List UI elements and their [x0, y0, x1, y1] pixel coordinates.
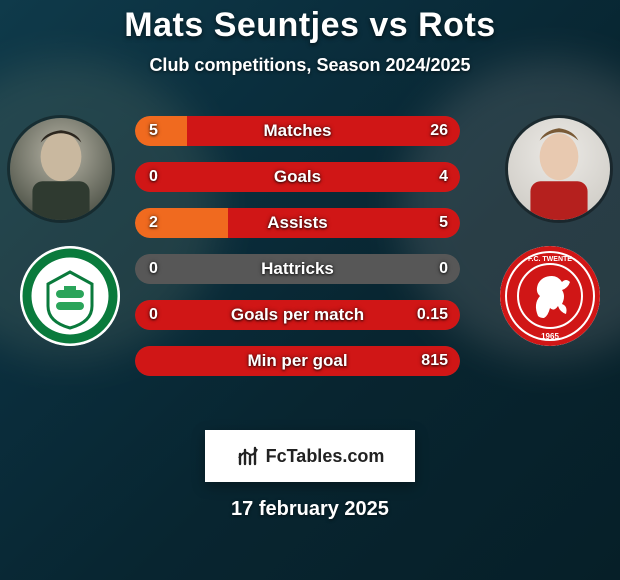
- player-left-avatar: [10, 118, 112, 220]
- stat-bar: Min per goal815: [135, 346, 460, 376]
- stat-bar: Assists25: [135, 208, 460, 238]
- player-right-avatar: [508, 118, 610, 220]
- club-left-logo: [20, 246, 120, 346]
- svg-text:F.C. TWENTE: F.C. TWENTE: [528, 256, 572, 263]
- page-title: Mats Seuntjes vs Rots: [0, 6, 620, 45]
- stat-bar: Goals04: [135, 162, 460, 192]
- stat-bar: Goals per match00.15: [135, 300, 460, 330]
- brand-icon: [236, 444, 260, 468]
- card-content: Mats Seuntjes vs Rots Club competitions,…: [0, 0, 620, 580]
- stat-bars: Matches526 Goals04 Assists25 Hattricks00 Goa…: [135, 116, 460, 376]
- stat-bar: Matches526: [135, 116, 460, 146]
- brand-box: FcTables.com: [205, 430, 415, 482]
- date-text: 17 february 2025: [0, 498, 620, 521]
- svg-text:1965: 1965: [541, 332, 559, 341]
- comparison-area: F.C. TWENTE 1965 Matches526 Goals04 Assist…: [0, 106, 620, 406]
- club-right-logo: F.C. TWENTE 1965: [500, 246, 600, 346]
- brand-text: FcTables.com: [266, 446, 385, 467]
- stat-bar: Hattricks00: [135, 254, 460, 284]
- subtitle: Club competitions, Season 2024/2025: [0, 55, 620, 76]
